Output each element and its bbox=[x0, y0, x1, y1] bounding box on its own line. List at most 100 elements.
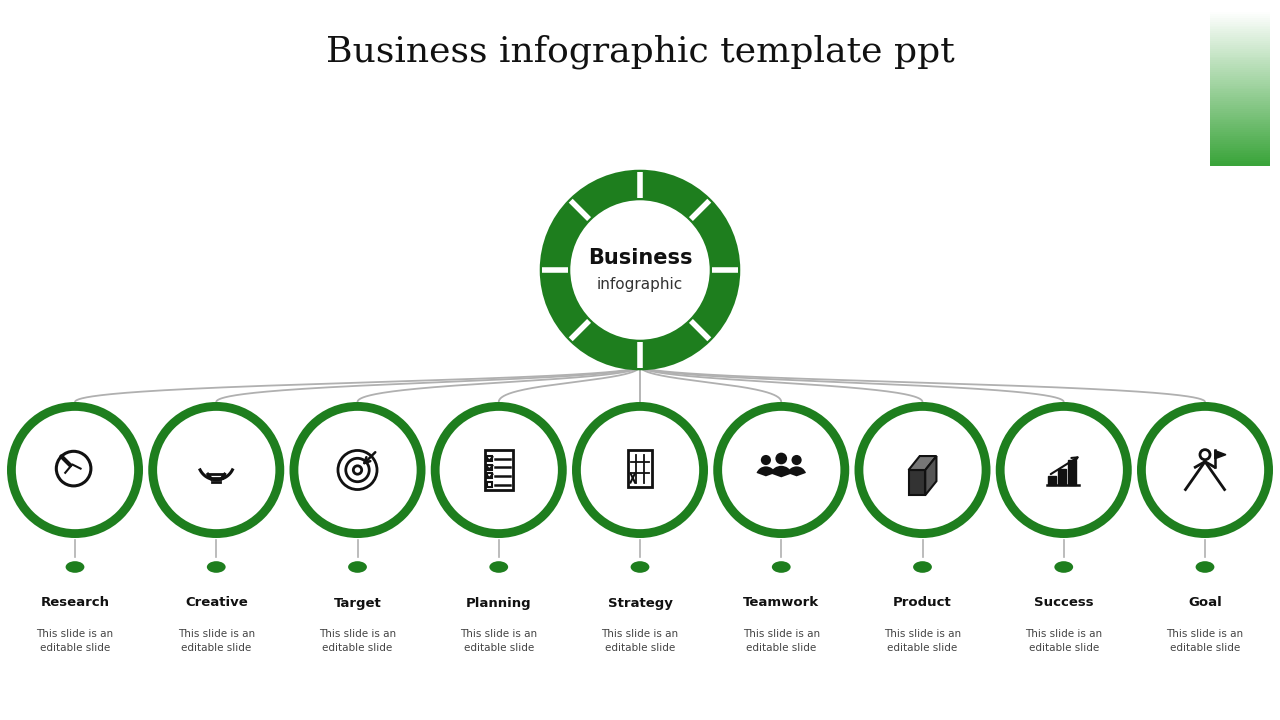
Bar bbox=[1210, 134, 1270, 136]
Circle shape bbox=[289, 402, 425, 538]
Bar bbox=[1210, 144, 1270, 146]
Bar bbox=[1210, 117, 1270, 119]
Bar bbox=[1210, 58, 1270, 61]
Bar bbox=[1059, 469, 1066, 485]
Bar bbox=[1210, 91, 1270, 94]
Ellipse shape bbox=[206, 560, 227, 575]
Bar bbox=[1210, 31, 1270, 34]
Bar bbox=[1210, 43, 1270, 45]
Text: This slide is an
editable slide: This slide is an editable slide bbox=[1025, 629, 1102, 653]
Circle shape bbox=[760, 455, 771, 465]
Polygon shape bbox=[1215, 451, 1226, 459]
Ellipse shape bbox=[488, 560, 509, 575]
Bar bbox=[1210, 132, 1270, 135]
Bar bbox=[1210, 114, 1270, 117]
Polygon shape bbox=[909, 470, 925, 495]
Bar bbox=[1210, 66, 1270, 68]
Ellipse shape bbox=[347, 560, 369, 575]
Bar bbox=[1210, 145, 1270, 148]
Bar bbox=[1210, 156, 1270, 158]
Circle shape bbox=[855, 402, 991, 538]
Bar bbox=[1210, 120, 1270, 123]
Bar bbox=[1210, 80, 1270, 82]
Bar bbox=[1210, 76, 1270, 78]
Text: Goal: Goal bbox=[1188, 596, 1222, 610]
Bar bbox=[1210, 150, 1270, 152]
Circle shape bbox=[863, 410, 983, 530]
Bar bbox=[1210, 22, 1270, 24]
Circle shape bbox=[721, 410, 841, 530]
Bar bbox=[1210, 122, 1270, 125]
Text: Strategy: Strategy bbox=[608, 596, 672, 610]
Bar bbox=[1210, 138, 1270, 140]
Bar bbox=[1210, 111, 1270, 113]
Bar bbox=[1210, 161, 1270, 163]
Ellipse shape bbox=[630, 560, 650, 575]
Bar bbox=[1210, 33, 1270, 36]
Wedge shape bbox=[787, 467, 806, 477]
Text: This slide is an
editable slide: This slide is an editable slide bbox=[742, 629, 819, 653]
Bar bbox=[1210, 68, 1270, 71]
Circle shape bbox=[791, 455, 801, 465]
Bar bbox=[1210, 78, 1270, 80]
Text: Teamwork: Teamwork bbox=[744, 596, 819, 610]
Bar bbox=[1210, 84, 1270, 86]
Circle shape bbox=[713, 402, 849, 538]
Bar bbox=[486, 482, 492, 487]
Bar bbox=[485, 451, 513, 490]
Bar bbox=[1210, 101, 1270, 104]
Bar bbox=[1210, 107, 1270, 109]
Bar bbox=[1210, 125, 1270, 127]
Bar bbox=[1210, 27, 1270, 30]
Ellipse shape bbox=[771, 560, 792, 575]
Bar bbox=[1210, 56, 1270, 59]
Bar bbox=[1068, 460, 1075, 485]
Bar bbox=[1210, 60, 1270, 63]
Bar bbox=[1210, 64, 1270, 67]
Text: Business: Business bbox=[588, 248, 692, 268]
Bar bbox=[486, 464, 492, 469]
Bar bbox=[1210, 119, 1270, 121]
Bar bbox=[1210, 109, 1270, 112]
Text: Planning: Planning bbox=[466, 596, 531, 610]
Bar bbox=[1210, 157, 1270, 160]
Text: This slide is an
editable slide: This slide is an editable slide bbox=[319, 629, 396, 653]
Bar bbox=[1210, 95, 1270, 98]
Text: Target: Target bbox=[334, 596, 381, 610]
Text: This slide is an
editable slide: This slide is an editable slide bbox=[1166, 629, 1244, 653]
Bar bbox=[1210, 12, 1270, 14]
Bar bbox=[1210, 128, 1270, 130]
Bar bbox=[1210, 63, 1270, 65]
Circle shape bbox=[1137, 402, 1274, 538]
Bar bbox=[1210, 86, 1270, 88]
Text: This slide is an
editable slide: This slide is an editable slide bbox=[36, 629, 114, 653]
Bar bbox=[1210, 105, 1270, 107]
Bar bbox=[1210, 126, 1270, 129]
Circle shape bbox=[156, 410, 276, 530]
Bar bbox=[1210, 30, 1270, 32]
Bar bbox=[1210, 113, 1270, 115]
Wedge shape bbox=[771, 466, 792, 477]
Bar bbox=[1210, 148, 1270, 150]
Ellipse shape bbox=[911, 560, 933, 575]
Bar bbox=[628, 451, 652, 487]
Bar bbox=[1210, 49, 1270, 51]
Bar bbox=[1210, 88, 1270, 90]
Wedge shape bbox=[756, 467, 776, 477]
Circle shape bbox=[431, 402, 567, 538]
Bar bbox=[1210, 142, 1270, 144]
Text: Business infographic template ppt: Business infographic template ppt bbox=[325, 35, 955, 69]
Circle shape bbox=[297, 410, 417, 530]
Bar bbox=[1210, 163, 1270, 166]
Bar bbox=[1210, 153, 1270, 156]
Polygon shape bbox=[925, 456, 937, 495]
Circle shape bbox=[6, 402, 143, 538]
Text: Success: Success bbox=[1034, 596, 1093, 610]
Circle shape bbox=[556, 185, 724, 355]
Bar bbox=[1048, 476, 1056, 485]
Bar bbox=[1210, 89, 1270, 92]
Bar bbox=[1210, 70, 1270, 73]
Bar bbox=[1210, 97, 1270, 99]
Circle shape bbox=[572, 402, 708, 538]
Polygon shape bbox=[909, 456, 937, 470]
